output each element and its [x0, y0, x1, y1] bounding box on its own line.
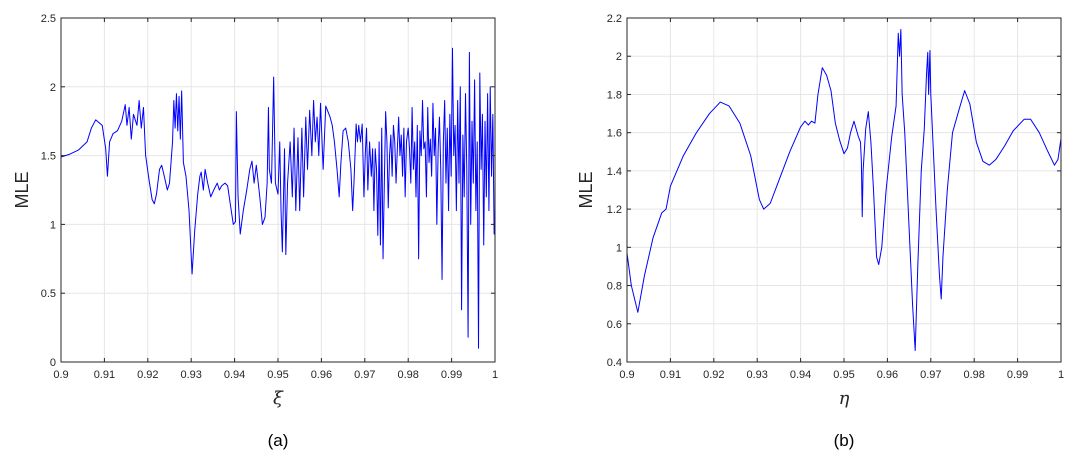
series-line [60, 47, 496, 349]
series-line [626, 28, 1062, 352]
x-tick-label: 0.98 [397, 369, 418, 381]
x-tick-label: 0.91 [660, 369, 681, 381]
y-tick-label: 0 [50, 357, 56, 369]
y-tick-label: 0.5 [41, 288, 56, 300]
y-tick-label: 1.2 [607, 204, 622, 216]
x-tick-label: 0.92 [137, 369, 158, 381]
x-tick-label: 0.94 [790, 369, 811, 381]
x-tick-label: 0.96 [877, 369, 898, 381]
x-axis-label: η [839, 388, 850, 409]
x-tick-label: 0.95 [833, 369, 854, 381]
x-tick-label: 0.97 [354, 369, 375, 381]
y-tick-label: 0.4 [607, 357, 622, 369]
x-tick-label: 0.92 [703, 369, 724, 381]
y-tick-label: 1.5 [41, 151, 56, 163]
y-tick-label: 1 [50, 219, 56, 231]
y-tick-label: 0.6 [607, 319, 622, 331]
y-tick-label: 0.8 [607, 281, 622, 293]
y-tick-label: 2 [50, 82, 56, 94]
y-tick-label: 1.8 [607, 89, 622, 101]
y-tick-label: 2 [616, 51, 622, 63]
y-tick-label: 1.6 [607, 128, 622, 140]
y-axis-label: MLE [576, 171, 596, 208]
x-tick-label: 1 [1058, 369, 1064, 381]
y-tick-label: 2.5 [41, 13, 56, 25]
x-axis-label: ξ [273, 388, 284, 409]
chart-panel-a: 0.9 0.91 0.92 0.93 0.94 0.95 0.96 0.97 0.98 0.99 1… [12, 13, 498, 450]
x-tick-label: 0.98 [963, 369, 984, 381]
x-tick-label: 1 [492, 369, 498, 381]
x-tick-label: 0.97 [920, 369, 941, 381]
x-tick-label: 0.96 [311, 369, 332, 381]
x-tick-label: 0.99 [441, 369, 462, 381]
y-tick-label: 1.4 [607, 166, 622, 178]
x-tick-label: 0.94 [224, 369, 245, 381]
y-tick-label: 2.2 [607, 13, 622, 25]
x-tick-label: 0.91 [94, 369, 115, 381]
panel-caption: (b) [834, 431, 855, 450]
x-tick-label: 0.99 [1007, 369, 1028, 381]
x-tick-label: 0.93 [180, 369, 201, 381]
chart-panel-b: 0.9 0.91 0.92 0.93 0.94 0.95 0.96 0.97 0.98 0.99 1… [576, 13, 1064, 450]
y-axis-label: MLE [12, 171, 32, 208]
panel-caption: (a) [268, 431, 289, 450]
x-tick-label: 0.93 [746, 369, 767, 381]
x-tick-label: 0.9 [619, 369, 634, 381]
x-tick-label: 0.95 [267, 369, 288, 381]
y-tick-label: 1 [616, 242, 622, 254]
x-tick-label: 0.9 [53, 369, 68, 381]
